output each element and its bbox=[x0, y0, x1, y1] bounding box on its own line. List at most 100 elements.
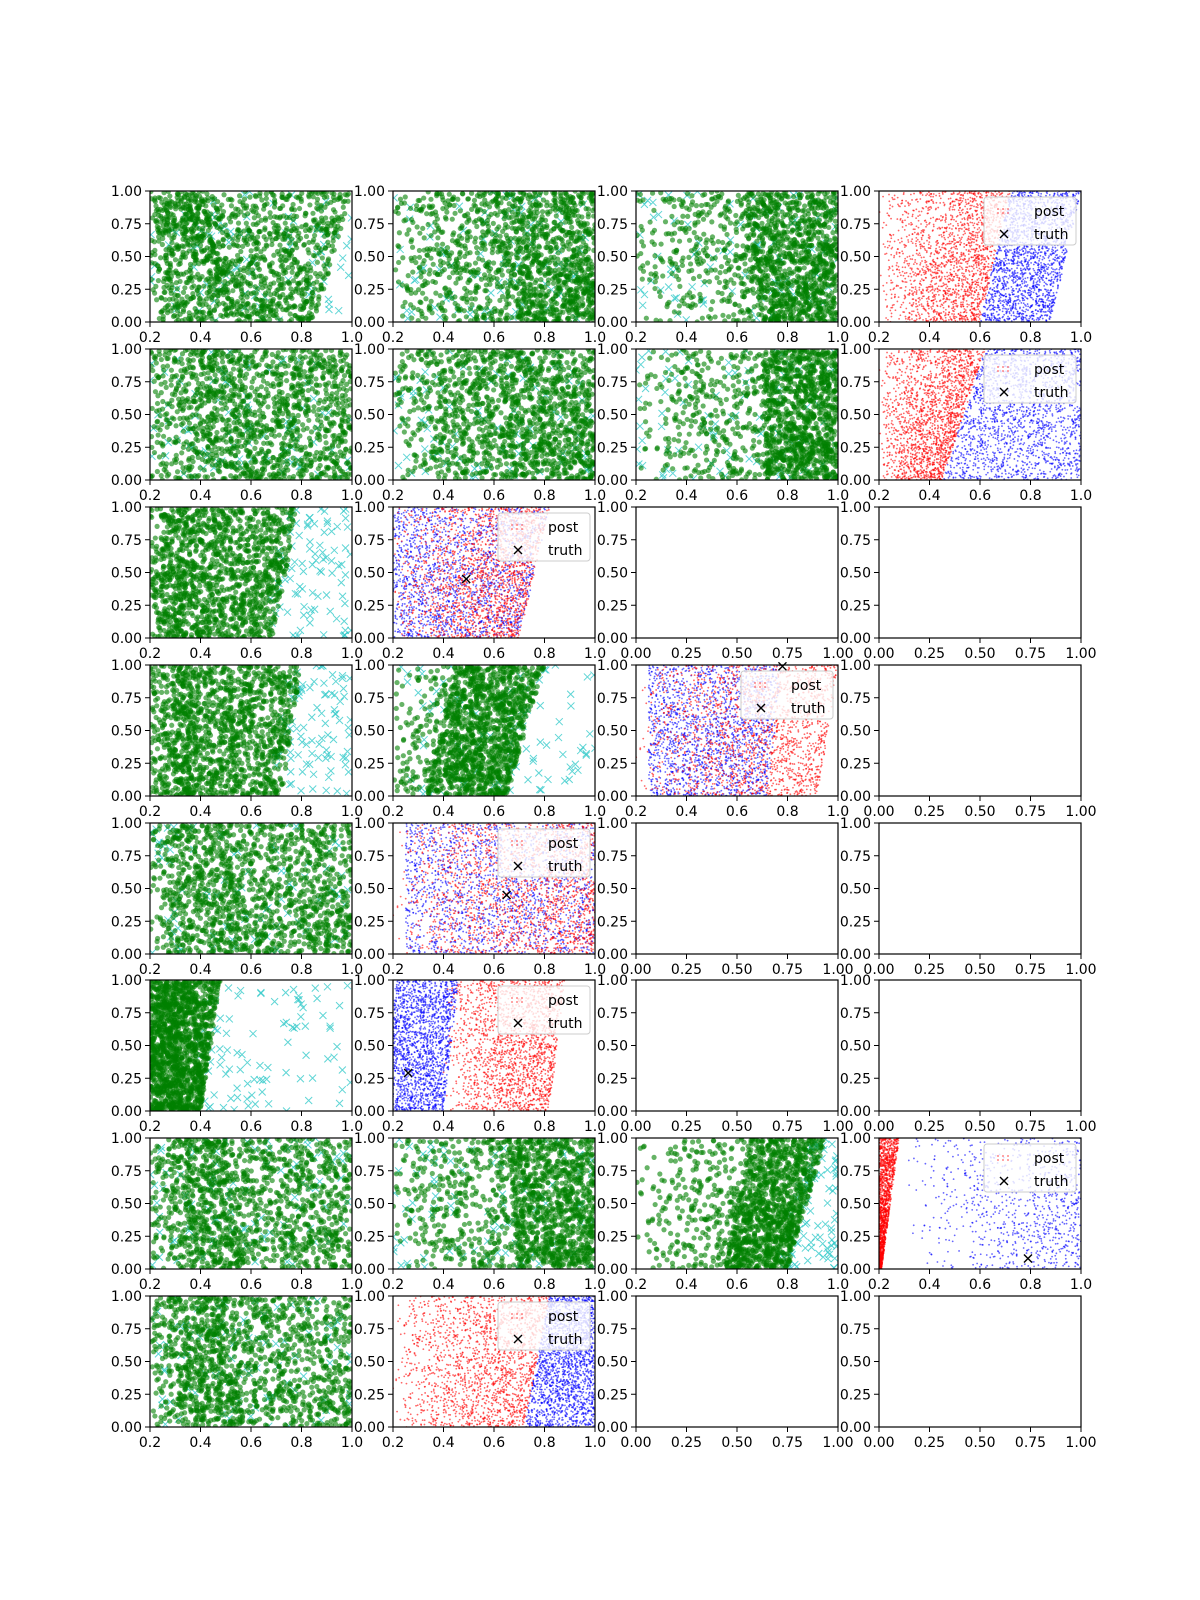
sample-point bbox=[725, 242, 731, 248]
sample-point bbox=[290, 201, 296, 208]
sample-point bbox=[681, 295, 687, 301]
sample-point bbox=[163, 255, 170, 261]
sample-point bbox=[263, 195, 269, 202]
sample-point bbox=[233, 283, 239, 289]
sample-point bbox=[420, 261, 426, 267]
sample-point bbox=[585, 254, 591, 260]
sample-point bbox=[574, 229, 581, 235]
y-tick-label: 1.00 bbox=[111, 184, 142, 200]
sample-point bbox=[585, 266, 591, 272]
sample-point bbox=[813, 288, 819, 294]
sample-point bbox=[524, 310, 530, 316]
sample-point bbox=[786, 266, 793, 272]
sample-point bbox=[754, 197, 760, 203]
posterior-point-blue bbox=[1038, 281, 1041, 283]
sample-point bbox=[170, 313, 177, 320]
sample-point bbox=[818, 273, 824, 279]
sample-point bbox=[248, 248, 254, 254]
sample-point bbox=[547, 249, 553, 255]
sample-point bbox=[421, 269, 427, 275]
sample-point bbox=[809, 317, 815, 322]
sample-point bbox=[215, 287, 222, 293]
sample-point bbox=[172, 302, 178, 308]
sample-point bbox=[180, 236, 186, 242]
truth-cross-point bbox=[726, 248, 735, 256]
sample-point bbox=[520, 191, 527, 197]
sample-point bbox=[771, 315, 778, 321]
sample-point bbox=[432, 229, 438, 235]
sample-point bbox=[664, 301, 671, 307]
sample-point bbox=[294, 245, 300, 251]
sample-point bbox=[708, 267, 715, 273]
sample-point bbox=[432, 209, 439, 215]
sample-point bbox=[781, 292, 788, 298]
sample-point bbox=[274, 291, 280, 298]
sample-point bbox=[503, 297, 509, 303]
sample-point bbox=[548, 245, 554, 251]
sample-point bbox=[576, 194, 583, 200]
sample-point bbox=[591, 247, 595, 253]
posterior-point-blue bbox=[1033, 248, 1036, 251]
sample-point bbox=[298, 319, 305, 322]
x-tick-label: 0.2 bbox=[382, 330, 404, 346]
sample-point bbox=[280, 267, 287, 273]
sample-point bbox=[312, 232, 318, 239]
posterior-point-blue bbox=[1048, 294, 1050, 296]
sample-point bbox=[831, 193, 837, 199]
sample-point bbox=[242, 304, 248, 311]
sample-point bbox=[206, 288, 212, 295]
sample-point bbox=[393, 267, 399, 273]
sample-point bbox=[286, 214, 293, 221]
sample-point bbox=[183, 228, 189, 234]
sample-point bbox=[543, 234, 549, 240]
truth-cross-point bbox=[342, 241, 351, 250]
sample-point bbox=[575, 218, 581, 224]
sample-point bbox=[532, 191, 538, 195]
sample-point bbox=[456, 318, 463, 322]
posterior-point-blue bbox=[1007, 277, 1010, 280]
posterior-point-blue bbox=[1040, 192, 1043, 195]
posterior-point-blue bbox=[1005, 248, 1007, 251]
sample-point bbox=[481, 312, 487, 318]
sample-point bbox=[585, 262, 592, 268]
sample-point bbox=[516, 218, 523, 224]
sample-point bbox=[194, 309, 200, 315]
sample-point bbox=[740, 243, 746, 249]
sample-point bbox=[279, 276, 285, 282]
sample-point bbox=[832, 253, 838, 259]
posterior-point-blue bbox=[1043, 281, 1046, 284]
sample-point bbox=[166, 285, 172, 291]
sample-point bbox=[543, 256, 549, 262]
sample-point bbox=[207, 237, 213, 244]
sample-point bbox=[197, 275, 203, 282]
sample-point bbox=[459, 295, 465, 301]
sample-point bbox=[305, 318, 311, 322]
sample-point bbox=[696, 273, 702, 279]
sample-point bbox=[745, 244, 751, 251]
sample-point bbox=[200, 298, 207, 304]
sample-point bbox=[288, 228, 294, 234]
sample-point bbox=[685, 213, 691, 219]
sample-point bbox=[471, 197, 478, 203]
sample-point bbox=[508, 236, 514, 242]
sample-point bbox=[548, 228, 554, 234]
sample-point bbox=[468, 269, 474, 275]
sample-point bbox=[254, 245, 260, 251]
sample-point bbox=[335, 233, 341, 240]
sample-point bbox=[472, 203, 479, 209]
sample-point bbox=[486, 204, 493, 210]
sample-point bbox=[570, 313, 576, 320]
sample-point bbox=[430, 261, 436, 267]
sample-point bbox=[240, 243, 246, 250]
sample-point bbox=[155, 229, 162, 235]
sample-point bbox=[396, 230, 402, 236]
sample-point bbox=[652, 285, 658, 292]
sample-point bbox=[712, 314, 718, 320]
sample-point bbox=[715, 289, 721, 296]
sample-point bbox=[827, 213, 833, 219]
sample-point bbox=[813, 296, 819, 303]
sample-point bbox=[487, 191, 493, 196]
sample-point bbox=[225, 196, 231, 203]
sample-point bbox=[538, 293, 544, 299]
sample-point bbox=[165, 274, 171, 280]
